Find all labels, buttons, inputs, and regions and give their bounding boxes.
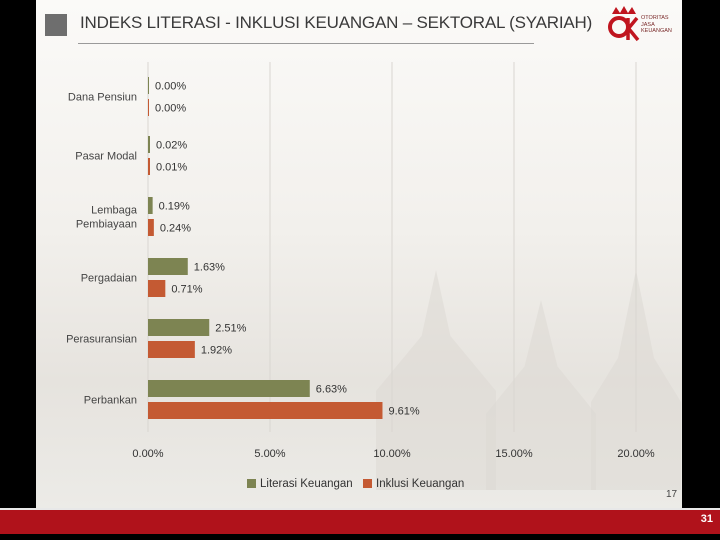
bar-literasi (148, 319, 210, 336)
data-label: 9.61% (388, 406, 419, 418)
bar-inklusi (148, 280, 166, 297)
x-tick-label: 5.00% (254, 448, 285, 460)
title-divider (78, 43, 534, 44)
data-label: 0.00% (155, 81, 186, 93)
data-label: 2.51% (215, 323, 246, 335)
bar-inklusi (148, 341, 195, 358)
category-label: Perasuransian (66, 334, 137, 346)
data-label: 0.02% (156, 140, 187, 152)
data-label: 0.01% (156, 162, 187, 174)
bar-inklusi (148, 99, 149, 116)
category-label: Pembiayaan (76, 219, 137, 231)
ojk-logo: OTORITAS JASA KEUANGAN (606, 4, 678, 42)
x-tick-label: 20.00% (617, 448, 655, 460)
page-number: 17 (666, 489, 678, 500)
bar-inklusi (148, 402, 383, 419)
bar-literasi (148, 197, 153, 214)
category-label: Perbankan (84, 395, 137, 407)
category-label: Pasar Modal (75, 151, 137, 163)
data-label: 0.24% (160, 223, 191, 235)
x-tick-label: 15.00% (495, 448, 533, 460)
legend-swatch-inklusi (363, 479, 372, 488)
footer-bar (0, 508, 720, 536)
legend-label-inklusi: Inklusi Keuangan (376, 478, 465, 490)
header-square (45, 14, 67, 36)
category-label: Dana Pensiun (68, 92, 137, 104)
bar-inklusi (148, 219, 154, 236)
slide: INDEKS LITERASI - INKLUSI KEUANGAN – SEK… (36, 0, 682, 508)
legend-item-inklusi: Inklusi Keuangan (363, 478, 464, 490)
data-label: 0.19% (159, 201, 190, 213)
legend-item-literasi: Literasi Keuangan (247, 478, 353, 490)
ojk-logo-icon (608, 6, 640, 42)
data-label: 0.00% (155, 103, 186, 115)
page-title: INDEKS LITERASI - INKLUSI KEUANGAN – SEK… (80, 13, 593, 32)
bar-literasi (148, 136, 150, 153)
bar-literasi (148, 77, 149, 94)
category-label: Lembaga (91, 205, 138, 217)
x-tick-label: 0.00% (132, 448, 163, 460)
legend-label-literasi: Literasi Keuangan (260, 478, 353, 490)
data-label: 1.92% (201, 345, 232, 357)
footer-page-number: 31 (700, 513, 713, 525)
data-label: 1.63% (194, 262, 225, 274)
data-label: 6.63% (316, 384, 347, 396)
category-label: Pergadaian (81, 273, 137, 285)
bar-literasi (148, 258, 188, 275)
data-label: 0.71% (171, 284, 202, 296)
bottom-strip (0, 534, 720, 540)
bar-inklusi (148, 158, 150, 175)
legend-swatch-literasi (247, 479, 256, 488)
logo-subtext: OTORITAS JASA KEUANGAN (641, 15, 672, 34)
x-tick-label: 10.00% (373, 448, 411, 460)
bar-literasi (148, 380, 310, 397)
